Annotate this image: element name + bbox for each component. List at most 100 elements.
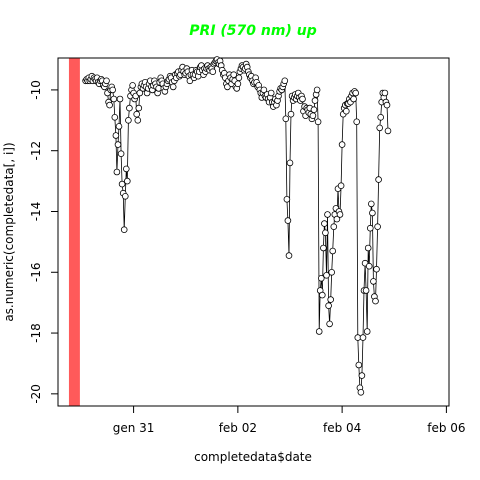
data-point bbox=[364, 329, 370, 335]
data-point bbox=[118, 151, 124, 157]
highlight-band-layer bbox=[69, 59, 80, 406]
data-point bbox=[374, 266, 380, 272]
data-point bbox=[315, 119, 321, 125]
data-point bbox=[284, 196, 290, 202]
data-point bbox=[363, 288, 369, 294]
data-point bbox=[123, 166, 129, 172]
data-point bbox=[124, 178, 130, 184]
data-point bbox=[318, 275, 324, 281]
data-point bbox=[283, 116, 289, 122]
data-point bbox=[114, 169, 120, 175]
data-point bbox=[359, 373, 365, 379]
data-point bbox=[354, 119, 360, 125]
data-point bbox=[236, 75, 242, 81]
data-point bbox=[125, 117, 131, 123]
data-point bbox=[360, 335, 366, 341]
data-point bbox=[136, 105, 142, 111]
x-axis-label: completedata$date bbox=[194, 450, 312, 464]
data-point bbox=[322, 221, 328, 227]
data-point bbox=[235, 81, 241, 87]
data-point bbox=[328, 297, 334, 303]
data-point bbox=[319, 292, 325, 298]
data-point bbox=[130, 83, 136, 89]
data-point bbox=[282, 78, 288, 84]
y-tick-label: -10 bbox=[29, 80, 43, 100]
y-tick-label: -12 bbox=[29, 141, 43, 161]
data-point bbox=[366, 263, 372, 269]
data-point bbox=[325, 212, 331, 218]
data-point bbox=[339, 142, 345, 148]
x-tick-label: feb 04 bbox=[323, 421, 361, 435]
data-point bbox=[371, 279, 377, 285]
data-point bbox=[365, 245, 371, 251]
data-point bbox=[351, 96, 357, 102]
y-tick-label: -14 bbox=[29, 202, 43, 222]
data-point bbox=[314, 87, 320, 93]
data-point bbox=[126, 105, 132, 111]
data-point bbox=[119, 181, 125, 187]
data-point bbox=[110, 87, 116, 93]
data-point bbox=[316, 329, 322, 335]
data-point bbox=[373, 298, 379, 304]
data-point bbox=[323, 230, 329, 236]
data-point bbox=[111, 96, 117, 102]
data-point bbox=[117, 96, 123, 102]
data-point bbox=[112, 114, 118, 120]
data-point bbox=[326, 303, 332, 309]
y-tick-label: -18 bbox=[29, 323, 43, 343]
data-point bbox=[134, 111, 140, 117]
x-axis: gen 31 feb 02 feb 04 feb 06 bbox=[113, 406, 466, 435]
data-point bbox=[135, 117, 141, 123]
data-point bbox=[104, 78, 110, 84]
data-point bbox=[370, 210, 376, 216]
data-point bbox=[378, 114, 384, 120]
data-point bbox=[384, 102, 390, 108]
data-point bbox=[327, 321, 333, 327]
data-point bbox=[210, 69, 216, 75]
data-point bbox=[329, 269, 335, 275]
y-axis: -10 -12 -14 -16 -18 -20 bbox=[29, 80, 58, 404]
x-tick-label: feb 02 bbox=[219, 421, 257, 435]
data-point bbox=[338, 183, 344, 189]
data-point bbox=[311, 107, 317, 113]
data-point bbox=[121, 227, 127, 233]
y-tick-label: -20 bbox=[29, 384, 43, 404]
data-point bbox=[382, 90, 388, 96]
data-point bbox=[122, 193, 128, 199]
data-point bbox=[353, 90, 359, 96]
data-point bbox=[268, 90, 274, 96]
data-point bbox=[115, 142, 121, 148]
y-axis-label: as.numeric(completedata[, i]) bbox=[2, 142, 16, 321]
x-tick-label: gen 31 bbox=[113, 421, 155, 435]
y-tick-label: -16 bbox=[29, 262, 43, 282]
data-point bbox=[287, 160, 293, 166]
series-layer bbox=[83, 57, 391, 396]
data-point bbox=[331, 224, 337, 230]
data-point bbox=[170, 84, 176, 90]
data-point bbox=[113, 133, 119, 139]
data-point bbox=[377, 125, 383, 131]
plot-frame bbox=[58, 58, 449, 406]
data-point bbox=[300, 96, 306, 102]
data-point bbox=[231, 72, 237, 78]
data-point bbox=[116, 124, 122, 130]
data-point bbox=[375, 224, 381, 230]
data-point bbox=[367, 225, 373, 231]
data-point bbox=[312, 98, 318, 104]
data-point bbox=[107, 102, 113, 108]
data-point bbox=[286, 253, 292, 259]
highlight-band bbox=[69, 59, 80, 406]
data-point bbox=[324, 272, 330, 278]
data-point bbox=[376, 177, 382, 183]
data-point bbox=[368, 201, 374, 207]
data-point bbox=[343, 108, 349, 114]
data-point bbox=[310, 113, 316, 119]
data-point bbox=[356, 362, 362, 368]
chart-title: PRI (570 nm) up bbox=[189, 23, 316, 39]
data-point bbox=[385, 128, 391, 134]
data-point bbox=[358, 389, 364, 395]
x-tick-label: feb 06 bbox=[427, 421, 465, 435]
data-point bbox=[285, 218, 291, 224]
data-point bbox=[337, 212, 343, 218]
